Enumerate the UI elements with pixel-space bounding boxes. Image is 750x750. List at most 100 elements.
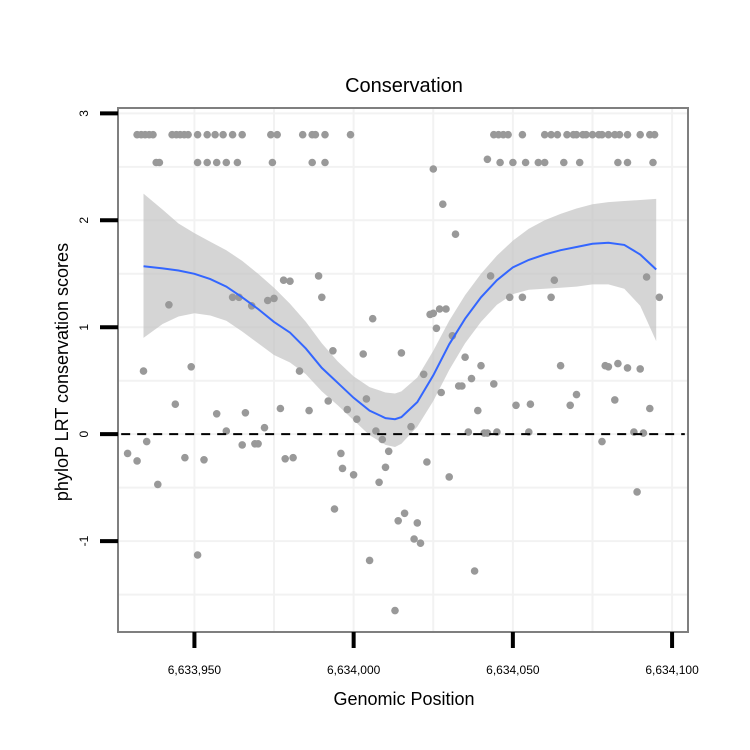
data-point [279, 276, 288, 285]
data-point [505, 293, 514, 302]
data-point [470, 567, 479, 575]
x-axis-ticks: 6,633,950 6,634,000 6,634,050 6,634,100 [168, 632, 699, 677]
data-point [655, 293, 664, 302]
data-point [623, 364, 632, 372]
data-point [305, 406, 313, 415]
data-point [458, 382, 466, 390]
data-point [378, 435, 387, 444]
data-point [509, 158, 517, 167]
data-point [165, 301, 173, 309]
data-point [518, 293, 527, 302]
data-point [413, 519, 422, 527]
data-point [368, 314, 377, 323]
data-point [614, 359, 622, 368]
data-point [604, 363, 613, 371]
data-point [211, 130, 219, 139]
data-point [295, 367, 304, 375]
data-point [582, 130, 590, 139]
data-point [330, 505, 339, 513]
data-point [181, 453, 189, 462]
confidence-band-group [143, 193, 657, 447]
data-point [467, 374, 476, 383]
data-point [375, 478, 383, 487]
data-point [636, 365, 644, 373]
y-axis-ticks: -1 0 1 2 3 [77, 110, 118, 546]
data-point [614, 158, 622, 167]
data-point [588, 130, 597, 139]
data-point [611, 396, 619, 404]
data-point [598, 130, 606, 139]
y-tick-label: -1 [77, 535, 91, 546]
data-point [384, 447, 393, 456]
data-point [649, 158, 657, 167]
data-point [338, 464, 347, 473]
data-point [563, 130, 571, 139]
smooth-line [143, 241, 657, 421]
data-point [171, 400, 180, 409]
data-point [572, 390, 581, 399]
data-point [139, 367, 148, 375]
smooth-line-group [143, 241, 657, 421]
data-point [572, 130, 581, 139]
data-point [149, 130, 157, 139]
data-point [359, 350, 368, 358]
data-point [518, 130, 527, 139]
data-point [308, 158, 317, 167]
data-point [346, 130, 355, 139]
y-tick-label: 2 [77, 217, 91, 224]
data-point [512, 401, 520, 410]
data-point [337, 449, 345, 458]
data-point [432, 324, 441, 333]
data-point [526, 400, 535, 409]
data-point [270, 294, 278, 303]
data-point [318, 293, 326, 302]
data-point [281, 455, 290, 463]
data-point [483, 429, 492, 437]
data-point [212, 410, 221, 418]
data-point [289, 453, 297, 462]
data-point [598, 437, 606, 446]
data-point [410, 535, 418, 543]
data-point [566, 401, 574, 410]
data-point [429, 165, 438, 173]
data-point [547, 293, 555, 302]
data-point [429, 309, 438, 318]
data-point [273, 130, 282, 139]
data-point [560, 158, 568, 167]
data-point [263, 296, 272, 305]
data-points [123, 130, 664, 615]
data-point [397, 349, 406, 357]
x-tick-label: 6,634,000 [327, 663, 381, 677]
data-point [435, 305, 444, 313]
data-point [646, 404, 654, 413]
data-point [254, 440, 262, 448]
data-point [314, 272, 323, 280]
data-point [521, 158, 530, 167]
data-point [416, 539, 425, 547]
data-point [286, 277, 294, 286]
data-point [604, 130, 613, 139]
data-point [442, 305, 450, 313]
data-point [142, 437, 151, 446]
data-point [633, 488, 641, 496]
data-point [193, 158, 202, 167]
data-point [155, 158, 164, 167]
y-axis-label: phyloP LRT conservation scores [52, 243, 72, 501]
data-point [228, 293, 237, 302]
data-point [353, 415, 361, 424]
data-point [298, 130, 307, 139]
data-point [193, 130, 202, 139]
data-point [419, 370, 428, 379]
panel-border [117, 107, 689, 633]
data-point [372, 427, 380, 435]
data-point [464, 428, 473, 436]
x-tick-label: 6,634,050 [486, 663, 540, 677]
data-point [504, 130, 512, 139]
data-point [540, 158, 549, 167]
data-point [483, 155, 492, 164]
data-point [575, 158, 584, 167]
data-point [496, 158, 504, 167]
data-point [276, 404, 285, 413]
data-point [222, 427, 231, 435]
